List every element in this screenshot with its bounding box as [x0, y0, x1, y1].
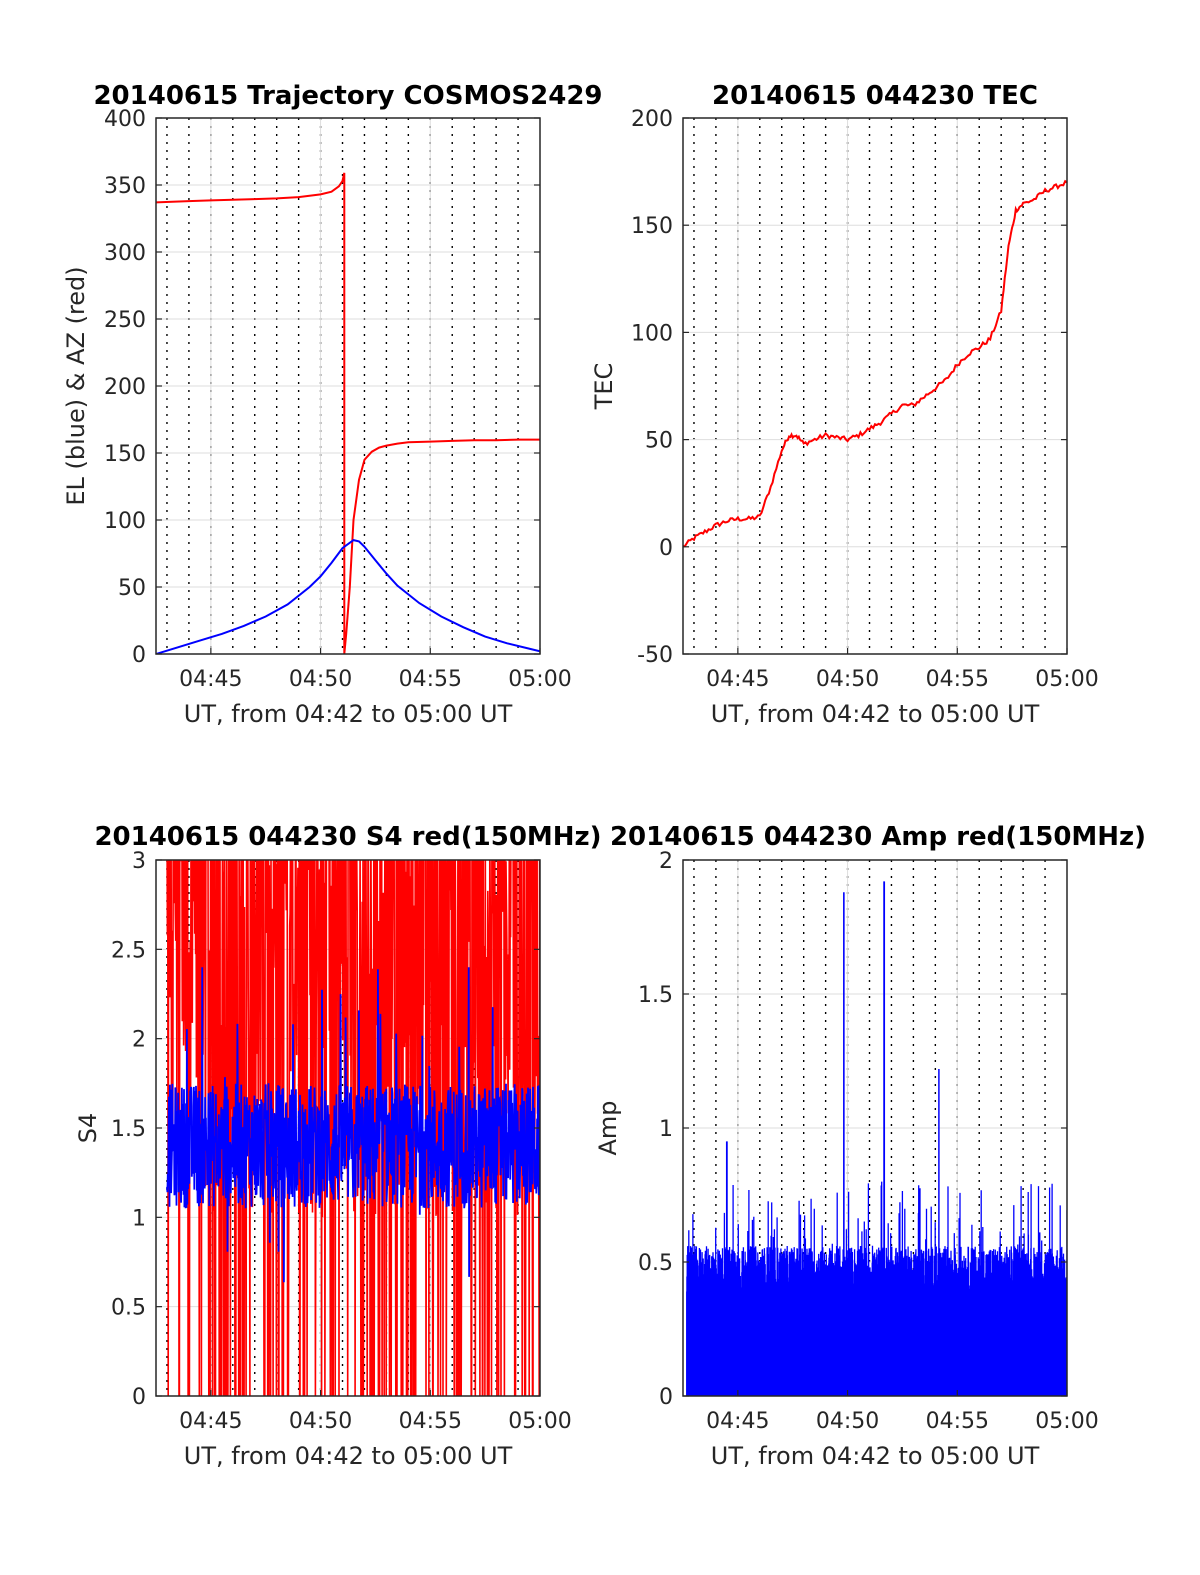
y-tick-label: 150 — [631, 214, 673, 239]
y-tick-label: 2.5 — [111, 938, 146, 963]
y-tick-label: 100 — [104, 509, 146, 534]
ticks: 0 50 100 150 200 250 300 350 400 04:45 04:50 04:55 0… — [104, 107, 572, 692]
x-tick-label: 04:55 — [926, 1409, 989, 1434]
x-tick-label: 04:55 — [926, 667, 989, 692]
x-tick-label: 04:50 — [289, 1409, 352, 1434]
x-tick-label: 04:55 — [399, 667, 462, 692]
y-tick-label: 0.5 — [638, 1251, 673, 1276]
y-tick-label: 50 — [645, 429, 673, 454]
series-line — [686, 881, 1067, 1396]
y-axis-label: Amp — [594, 1100, 622, 1155]
series-line — [166, 967, 540, 1283]
y-tick-label: 2 — [132, 1028, 146, 1053]
y-tick-label: 0 — [659, 536, 673, 561]
y-tick-label: 0 — [659, 1385, 673, 1410]
series-line — [156, 539, 540, 654]
y-tick-label: -50 — [637, 643, 673, 668]
y-tick-label: 1.5 — [638, 983, 673, 1008]
x-tick-label: 05:00 — [1035, 667, 1098, 692]
x-tick-label: 04:45 — [179, 667, 242, 692]
chart-title: 20140615 044230 Amp red(150MHz) — [610, 822, 1146, 852]
y-axis-label: S4 — [74, 1113, 102, 1144]
series-group — [156, 172, 540, 654]
y-axis-label: TEC — [590, 363, 618, 411]
x-tick-label: 04:50 — [289, 667, 352, 692]
series-group — [686, 881, 1067, 1396]
grid — [683, 117, 1068, 655]
series-clip — [166, 860, 540, 1396]
x-tick-label: 04:55 — [399, 1409, 462, 1434]
x-axis-label: UT, from 04:42 to 05:00 UT — [711, 700, 1040, 728]
panel-amp: 0 0.5 1 1.5 2 04:45 04:50 04:55 05:00 20140615 0… — [594, 822, 1146, 1470]
y-tick-label: 3 — [132, 849, 146, 874]
ticks: -50 0 50 100 150 200 04:45 04:50 04:55 05:00 — [631, 107, 1099, 692]
y-tick-label: 400 — [104, 107, 146, 132]
x-axis-label: UT, from 04:42 to 05:00 UT — [184, 1442, 513, 1470]
y-tick-label: 200 — [631, 107, 673, 132]
series-clip — [156, 172, 540, 654]
x-tick-label: 04:45 — [179, 1409, 242, 1434]
y-tick-label: 200 — [104, 375, 146, 400]
y-axis-label: EL (blue) & AZ (red) — [62, 266, 90, 505]
y-tick-label: 250 — [104, 308, 146, 333]
series-clip — [683, 179, 1067, 548]
y-tick-label: 1 — [659, 1117, 673, 1142]
y-tick-label: 0 — [132, 643, 146, 668]
x-tick-label: 05:00 — [1035, 1409, 1098, 1434]
y-tick-label: 1 — [132, 1206, 146, 1231]
y-tick-label: 350 — [104, 174, 146, 199]
y-tick-label: 2 — [659, 849, 673, 874]
panel-s4: 0 0.5 1 1.5 2 2.5 3 04:45 04:50 04:55 05:00 201406… — [74, 822, 602, 1470]
ticks: 0 0.5 1 1.5 2 04:45 04:50 04:55 05:00 — [638, 849, 1099, 1434]
chart-title: 20140615 Trajectory COSMOS2429 — [93, 81, 602, 111]
x-tick-label: 05:00 — [508, 667, 571, 692]
panel-tec: -50 0 50 100 150 200 04:45 04:50 04:55 05:00 2014… — [590, 81, 1099, 728]
panel-trajectory: 0 50 100 150 200 250 300 350 400 04:45 04:50 04:55 0… — [62, 81, 603, 728]
y-tick-label: 0.5 — [111, 1296, 146, 1321]
series-clip — [686, 881, 1067, 1396]
x-axis-label: UT, from 04:42 to 05:00 UT — [184, 700, 513, 728]
x-tick-label: 04:45 — [706, 667, 769, 692]
y-tick-label: 150 — [104, 442, 146, 467]
series-line — [156, 172, 540, 654]
x-tick-label: 04:45 — [706, 1409, 769, 1434]
chart-title: 20140615 044230 S4 red(150MHz) — [94, 822, 601, 852]
x-tick-label: 04:50 — [816, 667, 879, 692]
y-tick-label: 1.5 — [111, 1117, 146, 1142]
series-line — [683, 179, 1067, 548]
ticks: 0 0.5 1 1.5 2 2.5 3 04:45 04:50 04:55 05:00 — [111, 849, 572, 1434]
y-tick-label: 100 — [631, 321, 673, 346]
plot-area — [683, 118, 1067, 654]
x-tick-label: 04:50 — [816, 1409, 879, 1434]
y-tick-label: 300 — [104, 241, 146, 266]
x-tick-label: 05:00 — [508, 1409, 571, 1434]
x-axis-label: UT, from 04:42 to 05:00 UT — [711, 1442, 1040, 1470]
series-group — [166, 860, 540, 1396]
series-group — [683, 179, 1067, 548]
chart-title: 20140615 044230 TEC — [712, 81, 1038, 111]
y-tick-label: 50 — [118, 576, 146, 601]
axes-box — [682, 117, 1068, 655]
y-tick-label: 0 — [132, 1385, 146, 1410]
